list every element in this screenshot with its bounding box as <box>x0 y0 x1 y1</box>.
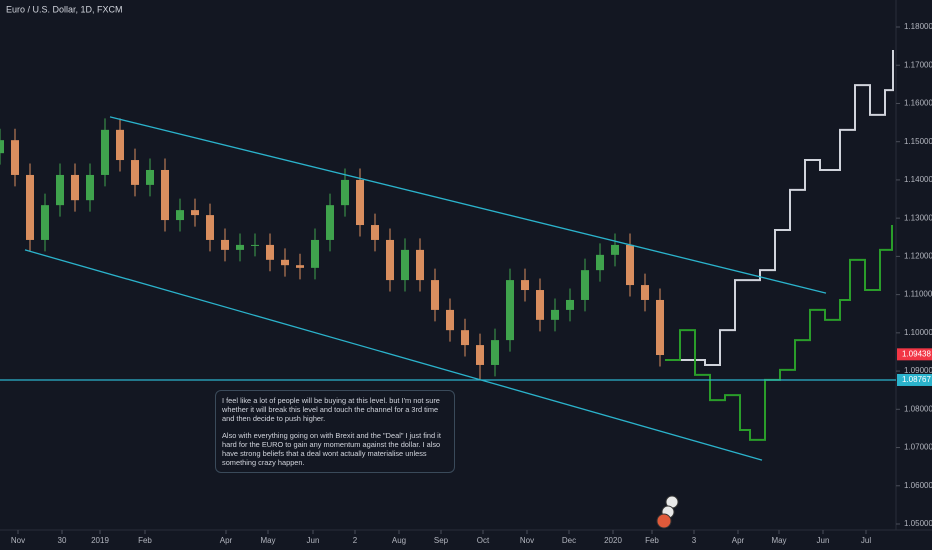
price-label-box <box>897 348 932 361</box>
y-tick-label: 1.16000 <box>904 99 932 108</box>
projection-line <box>665 49 894 366</box>
candle-body <box>521 280 529 291</box>
candle-body <box>281 259 289 266</box>
candle-body <box>296 265 304 268</box>
candle-body <box>566 299 574 310</box>
x-tick-label: Feb <box>138 536 152 545</box>
candles <box>0 118 664 380</box>
candle-body <box>221 239 229 250</box>
x-tick-label: May <box>260 536 275 545</box>
candle-body <box>476 345 484 365</box>
x-tick-label: Oct <box>477 536 490 545</box>
y-tick-label: 1.17000 <box>904 60 932 69</box>
annotation-box: I feel like a lot of people will be buyi… <box>215 390 455 473</box>
x-tick-label: 2020 <box>604 536 622 545</box>
candle-body <box>596 254 604 271</box>
candle-body <box>146 169 154 185</box>
candle-body <box>431 280 439 310</box>
y-tick-label: 1.06000 <box>904 481 932 490</box>
price-label: 1.08767 <box>902 375 931 384</box>
x-tick-label: Jun <box>817 536 830 545</box>
candle-body <box>611 244 619 255</box>
candle-body <box>131 160 139 185</box>
y-tick-label: 1.13000 <box>904 213 932 222</box>
y-tick-label: 1.08000 <box>904 404 932 413</box>
x-tick-label: 2019 <box>91 536 109 545</box>
x-tick-label: Apr <box>732 536 745 545</box>
candle-body <box>116 129 124 161</box>
candle-body <box>326 205 334 240</box>
y-tick-label: 1.07000 <box>904 443 932 452</box>
x-tick-label: Nov <box>11 536 25 545</box>
y-tick-label: 1.11000 <box>904 290 932 299</box>
candle-body <box>656 299 664 356</box>
candle-body <box>266 244 274 260</box>
x-tick-label: Jun <box>307 536 320 545</box>
candle-body <box>11 140 19 175</box>
trendline <box>24 249 763 461</box>
y-tick-label: 1.15000 <box>904 137 932 146</box>
candle-body <box>56 174 64 206</box>
candle-body <box>206 215 214 240</box>
candle-body <box>41 205 49 240</box>
x-tick-label: Jul <box>861 536 871 545</box>
candle-body <box>191 210 199 216</box>
candle-body <box>641 285 649 300</box>
chart-title: Euro / U.S. Dollar, 1D, FXCM <box>6 4 123 14</box>
price-label-box <box>897 373 932 386</box>
candle-body <box>176 210 184 221</box>
candle-body <box>581 270 589 300</box>
x-tick-label: Feb <box>645 536 659 545</box>
trendline <box>109 116 827 294</box>
candle-body <box>626 244 634 286</box>
candle-body <box>341 179 349 206</box>
candle-body <box>506 280 514 341</box>
y-tick-label: 1.10000 <box>904 328 932 337</box>
candle-body <box>416 249 424 281</box>
candle-body <box>401 249 409 281</box>
projection-line <box>665 225 893 441</box>
y-tick-label: 1.14000 <box>904 175 932 184</box>
x-tick-label: Aug <box>392 536 406 545</box>
candle-body <box>446 309 454 331</box>
x-tick-label: 3 <box>692 536 697 545</box>
candle-body <box>86 174 94 201</box>
y-tick-label: 1.12000 <box>904 251 932 260</box>
x-tick-label: Dec <box>562 536 576 545</box>
y-tick-label: 1.09000 <box>904 366 932 375</box>
x-tick-label: May <box>771 536 786 545</box>
candle-body <box>356 179 364 226</box>
x-tick-label: 30 <box>58 536 67 545</box>
candle-body <box>551 309 559 320</box>
x-tick-label: Apr <box>220 536 233 545</box>
annotation-text: I feel like a lot of people will be buyi… <box>222 396 440 423</box>
candle-body <box>371 225 379 240</box>
candle-body <box>71 174 79 201</box>
x-tick-label: 2 <box>353 536 358 545</box>
price-label: 1.09438 <box>902 349 931 358</box>
candle-body <box>491 340 499 365</box>
candle-body <box>101 129 109 175</box>
candle-body <box>311 239 319 268</box>
x-tick-label: Nov <box>520 536 534 545</box>
candle-body <box>536 290 544 320</box>
x-tick-label: Sep <box>434 536 449 545</box>
candle-body <box>386 239 394 281</box>
y-tick-label: 1.18000 <box>904 22 932 31</box>
y-tick-label: 1.05000 <box>904 519 932 528</box>
candle-body <box>251 244 259 246</box>
candle-body <box>161 169 169 221</box>
candle-body <box>0 140 4 154</box>
event-icons <box>656 495 679 529</box>
annotation-text: Also with everything going on with Brexi… <box>222 431 441 467</box>
candle-body <box>26 174 34 240</box>
candle-body <box>461 330 469 346</box>
candle-body <box>236 244 244 250</box>
